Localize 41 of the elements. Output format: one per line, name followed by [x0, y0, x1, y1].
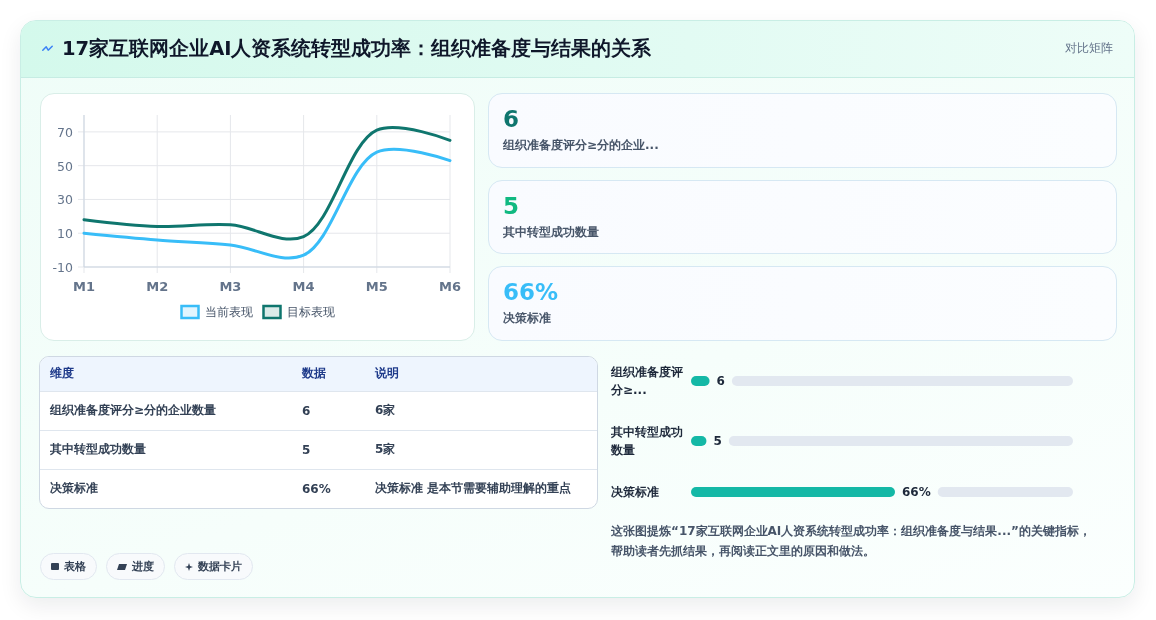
- text: 决策标准 是本节需要辅助理解的重点: [375, 481, 572, 496]
- x-tick-label: M5: [365, 278, 388, 294]
- y-tick-label: 组织准备度评分≥...: [611, 365, 683, 397]
- category-label: 数据: [302, 366, 326, 381]
- category-label: 说明: [375, 366, 399, 381]
- y-tick-label: -10: [52, 259, 74, 275]
- text: 数据卡片: [198, 560, 242, 573]
- y-tick-label: 50: [57, 158, 74, 174]
- y-tick-label: 30: [57, 191, 74, 207]
- x-tick-label: M6: [439, 278, 461, 294]
- legend-label: 目标表现: [286, 305, 335, 319]
- text: 6: [302, 403, 311, 418]
- x-tick-label: M3: [219, 278, 242, 294]
- category-label: 其中转型成功数量: [503, 224, 599, 239]
- text: 5: [503, 192, 520, 219]
- text: 对比矩阵: [1065, 41, 1113, 55]
- text: 66%: [302, 481, 331, 496]
- category-label: 组织准备度评分≥分的企业...: [503, 138, 659, 152]
- y-tick-label: 10: [57, 225, 74, 241]
- y-tick-label: 其中转型成功数量: [611, 425, 683, 457]
- x-tick-label: M4: [292, 278, 315, 294]
- text: 17家互联网企业AI人资系统转型成功率：组织准备度与结果的关系: [62, 37, 652, 60]
- text: 组织准备度评分≥分的企业数量: [50, 403, 217, 417]
- legend-label: 当前表现: [204, 305, 253, 319]
- x-tick-label: M2: [146, 278, 169, 294]
- category-label: 维度: [50, 366, 74, 381]
- y-tick-label: 决策标准: [611, 485, 659, 499]
- text: 表格: [64, 560, 86, 573]
- x-tick-label: M1: [73, 278, 95, 294]
- text: 5家: [375, 442, 396, 456]
- data-label: 66%: [902, 485, 931, 499]
- data-label: 6: [716, 374, 725, 388]
- category-label: 决策标准: [503, 311, 551, 326]
- text: 这张图提炼“17家互联网企业AI人资系统转型成功率：组织准备度与结果...”的关键指标，帮助读者先抓结果，再阅读正文里的原因和做法。: [611, 524, 1091, 558]
- text: 6家: [375, 403, 396, 417]
- data-label: 5: [713, 434, 722, 448]
- y-tick-label: 70: [57, 124, 74, 140]
- text: 进度: [132, 560, 154, 573]
- text: 6: [503, 106, 520, 132]
- text: 66%: [503, 279, 559, 306]
- text: 5: [302, 442, 311, 457]
